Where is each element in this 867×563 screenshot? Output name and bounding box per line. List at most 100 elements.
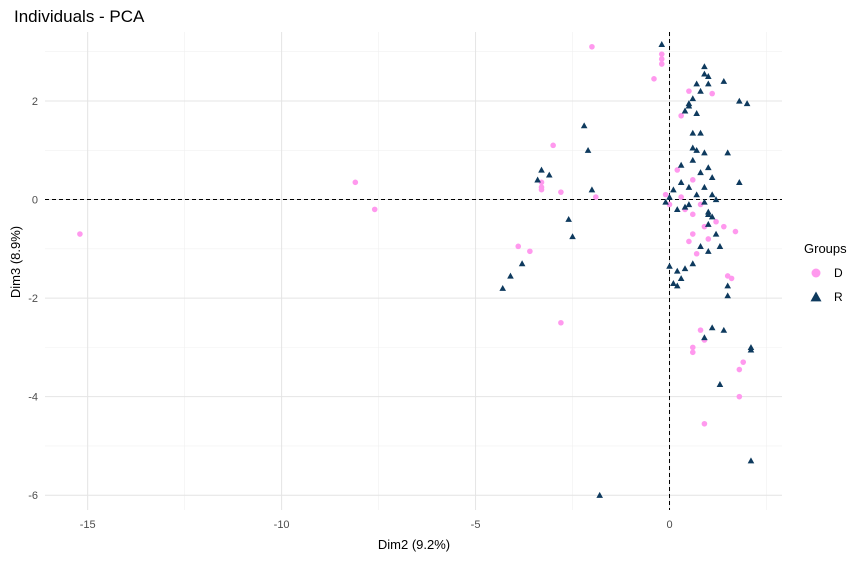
legend-item-D: D <box>811 266 843 280</box>
series-D <box>77 43 747 427</box>
data-point-D <box>689 177 696 183</box>
data-point-R <box>677 161 685 168</box>
data-point-R <box>670 186 677 193</box>
x-axis: -15 -10 -5 0 <box>80 519 673 531</box>
data-point-R <box>681 265 689 272</box>
data-point-D <box>674 167 681 173</box>
data-point-D <box>689 344 696 351</box>
data-point-R <box>685 201 693 208</box>
data-point-R <box>685 183 693 190</box>
data-point-R <box>716 243 724 250</box>
data-point-D <box>693 250 700 257</box>
data-point-R <box>697 129 704 136</box>
data-point-R <box>720 77 728 84</box>
data-point-D <box>662 191 669 198</box>
data-point-R <box>701 70 708 77</box>
y-tick-label: -2 <box>28 293 38 305</box>
data-point-R <box>545 171 553 178</box>
data-point-R <box>747 457 755 464</box>
grid-major <box>45 32 782 510</box>
data-point-D <box>589 43 595 50</box>
legend-key-D <box>811 268 821 278</box>
data-point-R <box>720 326 728 333</box>
data-point-D <box>709 90 715 97</box>
data-point-R <box>705 247 712 254</box>
series-R <box>499 41 755 498</box>
data-point-R <box>712 196 720 203</box>
data-point-R <box>701 198 708 205</box>
data-point-R <box>697 87 704 94</box>
data-point-D <box>538 186 545 193</box>
data-point-R <box>724 282 731 289</box>
data-point-R <box>673 267 681 274</box>
data-point-D <box>515 243 522 250</box>
legend: Groups DR <box>804 241 847 304</box>
data-point-D <box>728 275 735 282</box>
data-point-R <box>658 41 666 47</box>
data-point-D <box>658 61 665 67</box>
data-point-R <box>689 129 697 136</box>
x-tick-label: 0 <box>666 519 672 531</box>
data-point-D <box>678 194 684 200</box>
data-point-R <box>697 169 704 176</box>
data-point-D <box>701 223 708 230</box>
legend-items: DR <box>810 266 843 304</box>
data-point-R <box>708 324 716 331</box>
data-point-D <box>651 76 657 82</box>
data-point-R <box>693 146 700 153</box>
data-point-R <box>673 206 681 213</box>
y-tick-label: -4 <box>28 392 38 404</box>
data-point-R <box>693 110 700 116</box>
data-point-R <box>724 292 731 299</box>
data-point-D <box>689 349 696 356</box>
data-point-R <box>670 280 677 286</box>
data-point-D <box>593 194 599 200</box>
data-point-R <box>681 107 689 114</box>
data-point-R <box>689 95 697 102</box>
y-tick-label: -6 <box>28 490 38 502</box>
data-point-R <box>596 491 603 498</box>
data-point-D <box>732 228 739 235</box>
data-point-D <box>550 142 556 149</box>
data-point-R <box>701 149 708 156</box>
y-axis-label: Dim3 (8.9%) <box>8 226 23 298</box>
data-point-D <box>686 88 692 94</box>
data-point-R <box>705 80 712 87</box>
data-point-D <box>658 56 665 62</box>
data-point-D <box>558 319 564 326</box>
data-point-R <box>681 203 689 210</box>
y-axis: -6 -4 -2 0 2 <box>28 96 38 502</box>
data-point-R <box>677 178 685 185</box>
data-point-D <box>658 51 665 57</box>
data-point-D <box>371 206 378 213</box>
x-tick-label: -15 <box>80 519 96 531</box>
legend-label-D: D <box>834 266 843 280</box>
legend-key-R <box>810 291 822 302</box>
data-point-D <box>527 248 533 255</box>
data-point-D <box>713 218 719 225</box>
chart-title: Individuals - PCA <box>14 7 145 26</box>
data-point-R <box>697 243 704 250</box>
data-point-R <box>499 284 507 291</box>
data-point-R <box>705 211 712 217</box>
plot-area <box>45 32 782 510</box>
data-point-R <box>716 381 724 387</box>
x-axis-label: Dim2 (9.2%) <box>378 537 450 552</box>
data-point-R <box>565 215 572 222</box>
data-point-R <box>666 193 673 200</box>
data-point-D <box>689 231 696 237</box>
data-point-R <box>743 100 751 107</box>
data-point-D <box>77 231 83 237</box>
data-point-R <box>693 191 700 198</box>
data-point-R <box>685 102 693 109</box>
data-point-D <box>736 393 743 400</box>
data-point-R <box>569 233 576 240</box>
data-point-D <box>538 179 545 186</box>
data-point-R <box>724 149 731 156</box>
data-point-R <box>677 275 685 282</box>
data-point-R <box>588 186 596 193</box>
data-point-R <box>747 346 755 353</box>
data-point-D <box>678 112 684 119</box>
data-point-R <box>736 178 743 185</box>
